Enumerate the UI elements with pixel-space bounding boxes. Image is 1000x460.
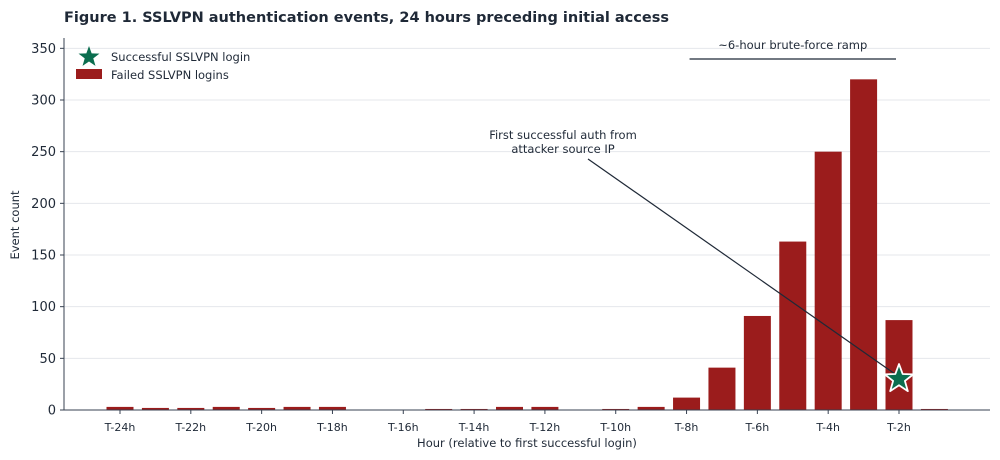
y-tick-label: 50	[39, 352, 56, 367]
bar	[496, 406, 523, 410]
bar	[248, 407, 276, 410]
annotation-ramp-label: ~6-hour brute-force ramp	[718, 38, 867, 52]
x-tick-label: T-24h	[104, 421, 136, 434]
bar	[318, 406, 346, 410]
legend-label-success: Successful SSLVPN login	[111, 50, 250, 64]
y-tick-label: 150	[31, 249, 56, 264]
bar	[106, 406, 134, 410]
y-ticks: 0 50 100 150 200 250 300 350	[31, 42, 64, 419]
bar	[602, 408, 630, 410]
bar	[708, 367, 736, 410]
x-tick-label: T-18h	[316, 421, 348, 434]
success-star-marker	[883, 363, 915, 393]
annotation-first-auth-arrow	[587, 158, 896, 375]
x-tick-label: T-12h	[529, 421, 561, 434]
bar	[460, 408, 488, 410]
legend: Successful SSLVPN login Failed SSLVPN log…	[76, 46, 250, 82]
bar	[743, 315, 771, 410]
chart-title: Figure 1. SSLVPN authentication events, …	[64, 10, 669, 26]
bar	[425, 408, 453, 410]
bars	[106, 79, 948, 410]
y-tick-label: 100	[31, 300, 56, 315]
legend-star-icon	[78, 46, 100, 66]
annotation-first-auth-line2: attacker source IP	[511, 142, 614, 156]
x-tick-label: T-2h	[886, 421, 911, 434]
markers	[883, 363, 915, 393]
bar	[673, 397, 701, 410]
y-axis-label: Event count	[8, 190, 22, 260]
x-ticks: T-24h T-22h T-20h T-18h T-16h T-14h T-12h T-10h…	[104, 410, 911, 434]
x-tick-label: T-6h	[745, 421, 770, 434]
bar	[814, 151, 842, 410]
bar	[920, 408, 948, 410]
bar	[779, 241, 807, 410]
gridlines	[64, 47, 990, 359]
bar	[531, 406, 559, 410]
x-tick-label: T-4h	[815, 421, 840, 434]
x-tick-label: T-8h	[674, 421, 699, 434]
bar	[141, 407, 169, 410]
annotation-first-auth-line1: First successful auth from	[489, 128, 637, 142]
legend-bar-swatch	[76, 69, 102, 79]
y-tick-label: 200	[31, 197, 56, 212]
x-tick-label: T-22h	[174, 421, 206, 434]
y-tick-label: 350	[31, 42, 56, 57]
y-tick-label: 250	[31, 145, 56, 160]
legend-label-failed: Failed SSLVPN logins	[111, 68, 229, 82]
x-axis-label: Hour (relative to first successful login…	[417, 436, 637, 450]
bar	[283, 406, 311, 410]
bar	[637, 406, 665, 410]
x-tick-label: T-20h	[245, 421, 277, 434]
bar	[177, 407, 205, 410]
bar	[212, 406, 240, 410]
bar	[850, 79, 878, 410]
x-tick-label: T-10h	[599, 421, 631, 434]
x-tick-label: T-14h	[458, 421, 490, 434]
y-tick-label: 0	[48, 404, 56, 419]
x-tick-label: T-16h	[387, 421, 419, 434]
y-tick-label: 300	[31, 94, 56, 109]
